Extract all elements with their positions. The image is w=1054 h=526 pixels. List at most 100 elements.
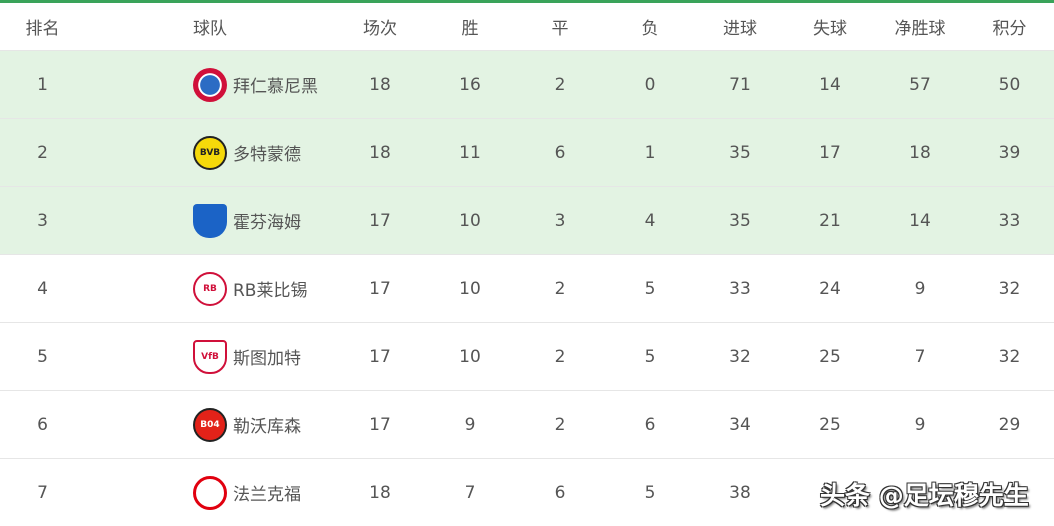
draws-cell: 6 (515, 459, 605, 526)
played-cell: 17 (335, 187, 425, 255)
points-cell: 50 (965, 51, 1054, 119)
draws-cell: 6 (515, 119, 605, 187)
points-cell: 32 (965, 255, 1054, 323)
header-goal-diff: 净胜球 (875, 3, 965, 51)
header-played: 场次 (335, 3, 425, 51)
losses-cell: 5 (605, 459, 695, 526)
losses-cell: 5 (605, 323, 695, 391)
played-cell: 18 (335, 119, 425, 187)
played-cell: 18 (335, 459, 425, 526)
leverkusen-logo-icon: B04 (193, 408, 227, 442)
leipzig-logo-icon: RB (193, 272, 227, 306)
wins-cell: 7 (425, 459, 515, 526)
draws-cell: 3 (515, 187, 605, 255)
draws-cell: 2 (515, 51, 605, 119)
wins-cell: 10 (425, 255, 515, 323)
team-cell: VfB 斯图加特 (85, 323, 335, 391)
goal-diff-cell: 57 (875, 51, 965, 119)
watermark: 头条 @足坛穆先生 (820, 476, 1039, 520)
goal-diff-cell: 14 (875, 187, 965, 255)
goals-for-cell: 34 (695, 391, 785, 459)
goals-against-cell: 25 (785, 323, 875, 391)
played-cell: 17 (335, 255, 425, 323)
goal-diff-cell: 7 (875, 323, 965, 391)
played-cell: 17 (335, 391, 425, 459)
team-cell: 霍芬海姆 (85, 187, 335, 255)
goals-against-cell: 17 (785, 119, 875, 187)
goal-diff-cell: 18 (875, 119, 965, 187)
points-cell: 39 (965, 119, 1054, 187)
header-team: 球队 (85, 3, 335, 51)
header-goals-against: 失球 (785, 3, 875, 51)
goal-diff-cell: 9 (875, 391, 965, 459)
points-cell: 32 (965, 323, 1054, 391)
draws-cell: 2 (515, 255, 605, 323)
frankfurt-logo-icon (193, 476, 227, 510)
goals-against-cell: 14 (785, 51, 875, 119)
dortmund-logo-icon: BVB (193, 136, 227, 170)
losses-cell: 6 (605, 391, 695, 459)
team-name[interactable]: 勒沃库森 (233, 412, 301, 437)
bayern-logo-icon (193, 68, 227, 102)
losses-cell: 1 (605, 119, 695, 187)
team-cell: BVB 多特蒙德 (85, 119, 335, 187)
wins-cell: 10 (425, 187, 515, 255)
team-name[interactable]: 拜仁慕尼黑 (233, 72, 318, 97)
rank-cell: 4 (0, 255, 85, 323)
wins-cell: 10 (425, 323, 515, 391)
header-wins: 胜 (425, 3, 515, 51)
wins-cell: 11 (425, 119, 515, 187)
points-cell: 33 (965, 187, 1054, 255)
rank-cell: 7 (0, 459, 85, 526)
team-name[interactable]: 多特蒙德 (233, 140, 301, 165)
team-name[interactable]: 斯图加特 (233, 344, 301, 369)
header-losses: 负 (605, 3, 695, 51)
stuttgart-logo-icon: VfB (193, 340, 227, 374)
played-cell: 18 (335, 51, 425, 119)
header-points: 积分 (965, 3, 1054, 51)
played-cell: 17 (335, 323, 425, 391)
losses-cell: 0 (605, 51, 695, 119)
goals-for-cell: 33 (695, 255, 785, 323)
team-name[interactable]: 法兰克福 (233, 480, 301, 505)
rank-cell: 5 (0, 323, 85, 391)
goals-against-cell: 25 (785, 391, 875, 459)
team-name[interactable]: RB莱比锡 (233, 276, 307, 301)
goals-for-cell: 35 (695, 119, 785, 187)
goals-for-cell: 71 (695, 51, 785, 119)
goals-for-cell: 38 (695, 459, 785, 526)
wins-cell: 9 (425, 391, 515, 459)
goals-for-cell: 35 (695, 187, 785, 255)
header-draws: 平 (515, 3, 605, 51)
team-name[interactable]: 霍芬海姆 (233, 208, 301, 233)
header-row: 排名 球队 场次 胜 平 负 进球 失球 净胜球 积分 (0, 3, 1054, 51)
goal-diff-cell: 9 (875, 255, 965, 323)
draws-cell: 2 (515, 391, 605, 459)
points-cell: 29 (965, 391, 1054, 459)
goals-for-cell: 32 (695, 323, 785, 391)
wins-cell: 16 (425, 51, 515, 119)
team-cell: 拜仁慕尼黑 (85, 51, 335, 119)
losses-cell: 5 (605, 255, 695, 323)
team-cell: RB RB莱比锡 (85, 255, 335, 323)
header-goals-for: 进球 (695, 3, 785, 51)
hoffenheim-logo-icon (193, 204, 227, 238)
header-rank: 排名 (0, 3, 85, 51)
goals-against-cell: 21 (785, 187, 875, 255)
losses-cell: 4 (605, 187, 695, 255)
rank-cell: 1 (0, 51, 85, 119)
rank-cell: 2 (0, 119, 85, 187)
team-cell: B04 勒沃库森 (85, 391, 335, 459)
rank-cell: 6 (0, 391, 85, 459)
draws-cell: 2 (515, 323, 605, 391)
goals-against-cell: 24 (785, 255, 875, 323)
rank-cell: 3 (0, 187, 85, 255)
team-cell: 法兰克福 (85, 459, 335, 526)
